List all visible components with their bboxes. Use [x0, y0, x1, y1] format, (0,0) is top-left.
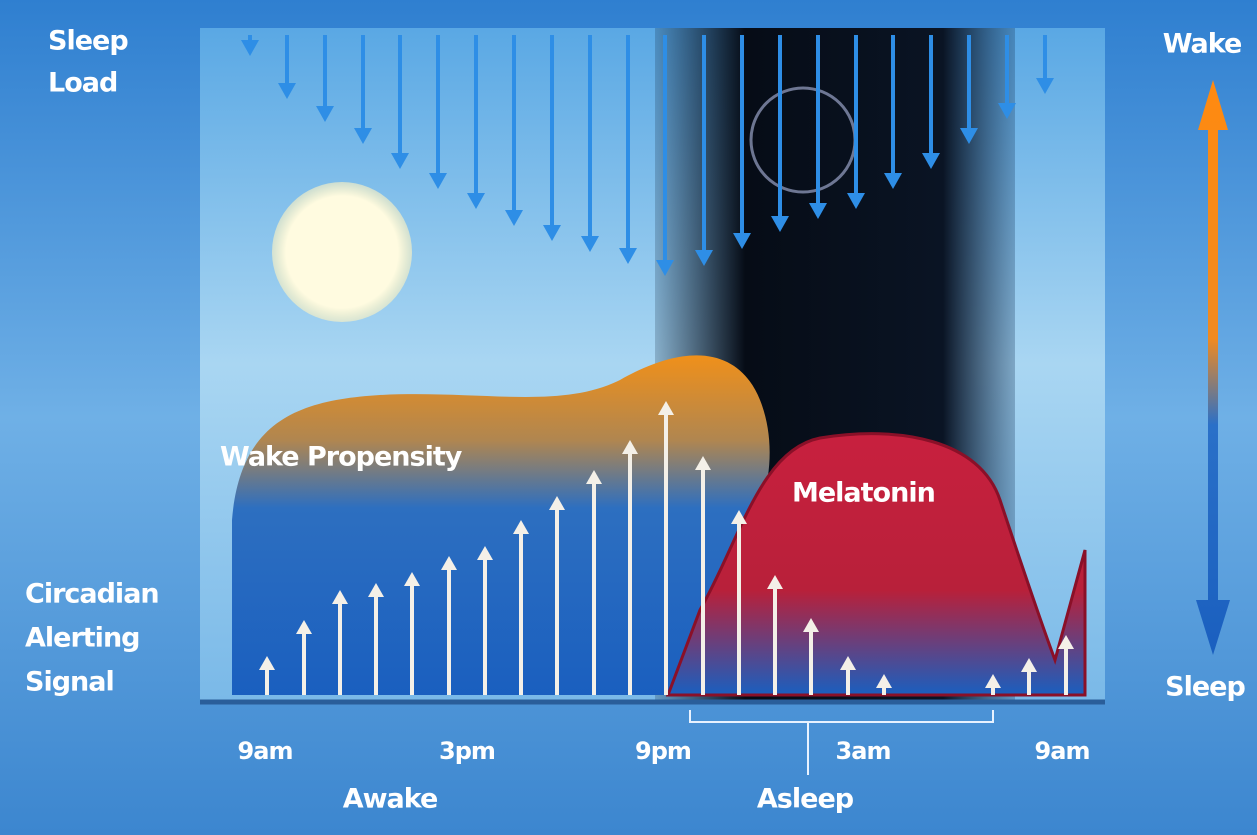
melatonin-label: Melatonin	[792, 478, 935, 509]
circadian-label: Signal	[25, 667, 114, 698]
sleep-load-label: Load	[48, 68, 117, 99]
sleep-diagram: Sleep Load Circadian Alerting Signal Wak…	[0, 0, 1257, 835]
time-label: 9am	[1035, 737, 1090, 765]
awake-label: Awake	[343, 784, 438, 815]
wake-label: Wake	[1163, 29, 1242, 60]
time-label: 3am	[836, 737, 891, 765]
sun	[272, 182, 412, 322]
wake-propensity-label: Wake Propensity	[220, 442, 463, 473]
time-label: 3pm	[439, 737, 495, 765]
sleep-label: Sleep	[1165, 672, 1245, 703]
time-label: 9am	[238, 737, 293, 765]
asleep-label: Asleep	[757, 784, 854, 815]
circadian-label: Circadian	[25, 579, 159, 610]
page: Sleep Load Circadian Alerting Signal Wak…	[0, 0, 1257, 835]
circadian-label: Alerting	[25, 623, 140, 654]
sleep-load-label: Sleep	[48, 26, 128, 57]
time-label: 9pm	[635, 737, 691, 765]
